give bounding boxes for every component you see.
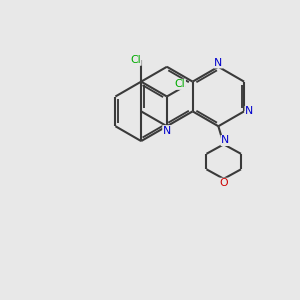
Text: N: N: [163, 126, 171, 136]
Text: N: N: [214, 58, 223, 68]
Text: N: N: [221, 136, 229, 146]
Text: O: O: [219, 178, 228, 188]
Text: N: N: [245, 106, 253, 116]
Text: Cl: Cl: [175, 79, 185, 89]
Text: Cl: Cl: [130, 55, 141, 65]
